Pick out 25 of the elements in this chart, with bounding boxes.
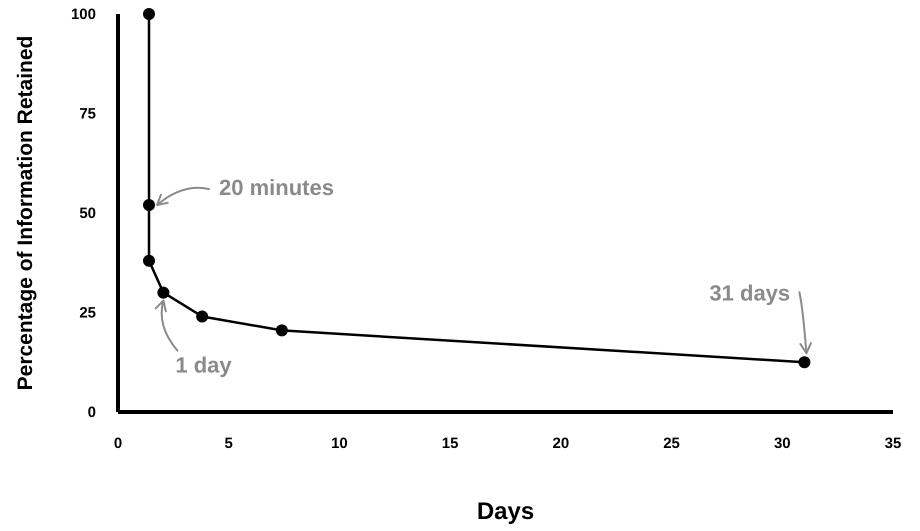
point xyxy=(276,324,288,336)
y-tick-label: 25 xyxy=(79,304,96,322)
x-tick-label: 10 xyxy=(331,435,348,452)
y-axis-title: Percentage of Information Retained xyxy=(14,36,37,390)
y-tick-label: 50 xyxy=(79,205,96,222)
annotation: 1 day xyxy=(175,352,232,378)
x-axis-title: Days xyxy=(476,498,534,525)
x-tick-label: 20 xyxy=(552,435,570,452)
x-tick-label: 25 xyxy=(663,435,680,452)
point xyxy=(157,286,170,299)
y-tick-label: 75 xyxy=(79,106,96,122)
x-tick-label: 5 xyxy=(224,435,233,452)
annotation: 31 days xyxy=(709,280,790,306)
x-tick-label: 35 xyxy=(884,435,902,452)
point xyxy=(143,199,155,212)
x-tick-label: 15 xyxy=(442,435,458,452)
point xyxy=(143,8,155,20)
point xyxy=(798,356,810,368)
point xyxy=(196,310,208,322)
y-tick-label: 100 xyxy=(70,6,96,23)
y-tick-label: 0 xyxy=(88,404,96,421)
x-tick-label: 0 xyxy=(114,435,122,452)
annotation: 20 minutes xyxy=(219,175,334,200)
x-tick-label: 30 xyxy=(774,435,791,452)
point xyxy=(143,254,155,267)
